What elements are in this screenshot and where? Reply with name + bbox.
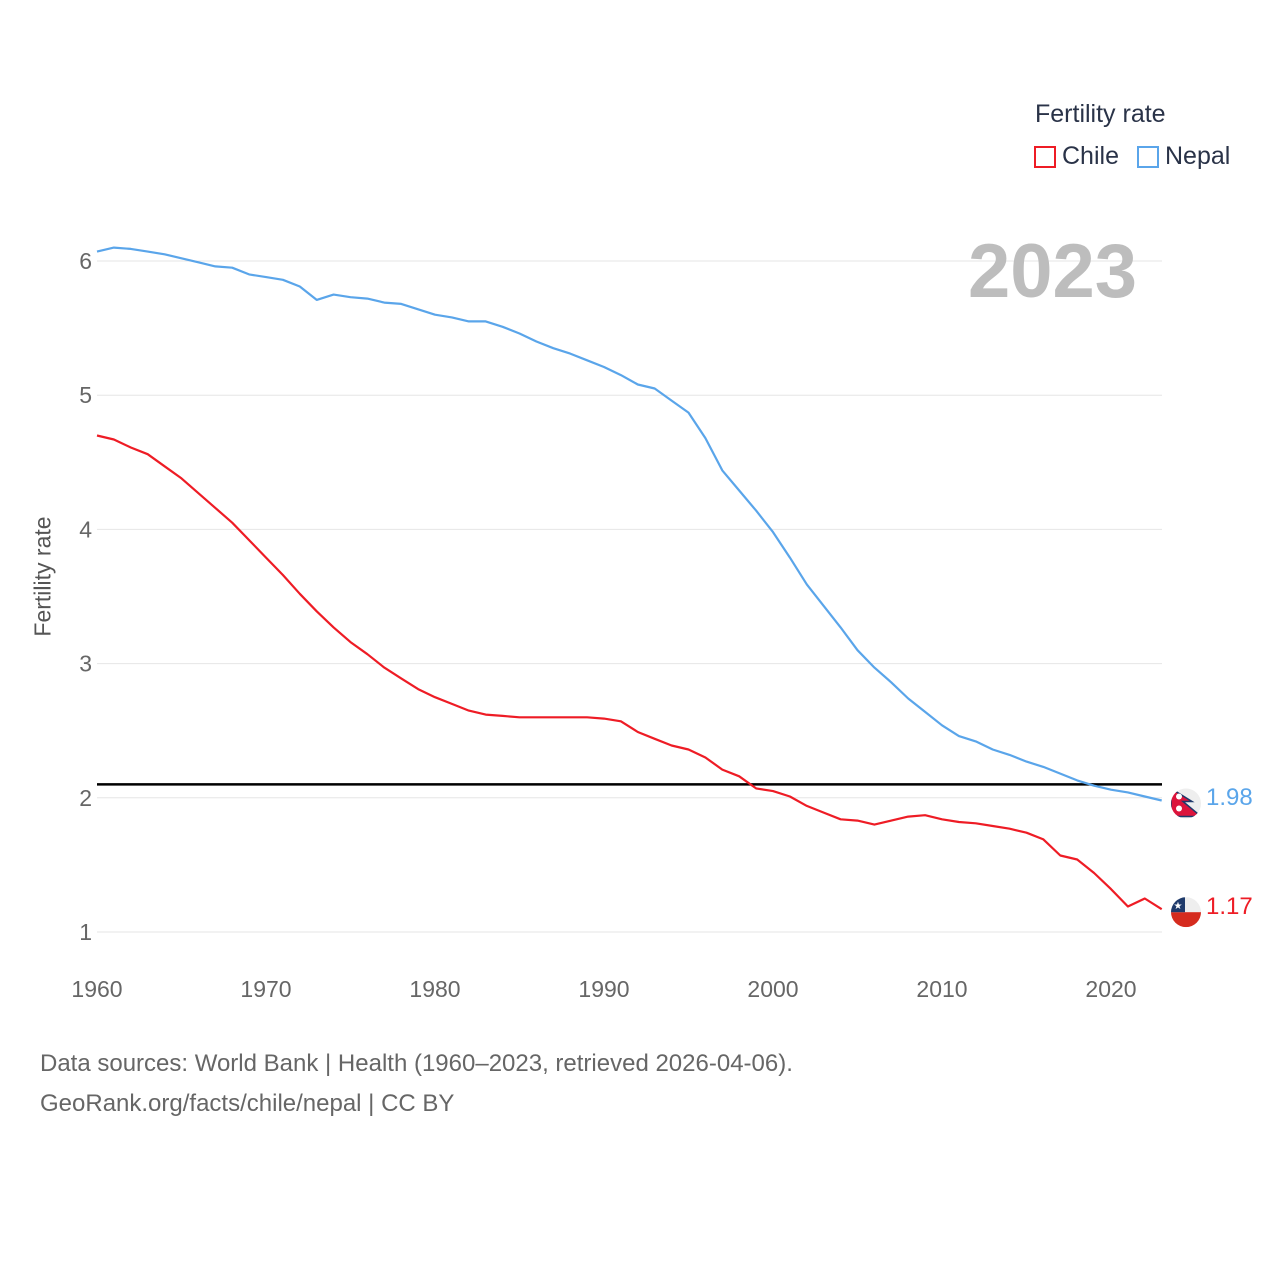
nepal-flag-icon [1171, 788, 1201, 819]
legend-label-nepal: Nepal [1164, 142, 1231, 170]
svg-text:★: ★ [1174, 901, 1183, 912]
y-tick-label: 3 [79, 651, 92, 677]
y-tick-label: 5 [79, 382, 92, 408]
x-tick-label: 2020 [1085, 976, 1136, 1002]
legend-title: Fertility rate [1035, 100, 1166, 128]
current-year-label: 2023 [968, 229, 1138, 314]
legend: Chile Nepal [1034, 142, 1248, 171]
series-line-chile [96, 434, 1163, 911]
footer-sources: Data sources: World Bank | Health (1960–… [40, 1050, 793, 1077]
y-tick-label: 2 [79, 785, 92, 811]
x-tick-label: 2000 [747, 976, 798, 1002]
legend-label-chile: Chile [1062, 142, 1119, 170]
x-tick-label: 1980 [409, 976, 460, 1002]
x-tick-label: 1990 [578, 976, 629, 1002]
y-tick-label: 1 [79, 919, 92, 945]
x-tick-label: 1960 [71, 976, 122, 1002]
x-tick-label: 2010 [916, 976, 967, 1002]
nepal-end-label: 1.98 [1206, 784, 1253, 811]
footer-attribution: GeoRank.org/facts/chile/nepal | CC BY [40, 1090, 455, 1117]
series-line-nepal [96, 246, 1162, 802]
legend-item-nepal[interactable]: Nepal [1136, 142, 1231, 171]
chile-end-label: 1.17 [1206, 893, 1253, 920]
y-axis-label: Fertility rate [29, 516, 56, 637]
chile-flag-icon: ★ [1171, 897, 1201, 928]
footer: Data sources: World Bank | Health (1960–… [40, 1044, 793, 1124]
y-tick-label: 4 [79, 516, 92, 542]
legend-item-chile[interactable]: Chile [1034, 142, 1119, 171]
y-tick-label: 6 [79, 248, 92, 274]
legend-swatch-nepal [1136, 145, 1159, 168]
x-tick-label: 1970 [240, 976, 291, 1002]
legend-swatch-chile [1034, 145, 1056, 168]
